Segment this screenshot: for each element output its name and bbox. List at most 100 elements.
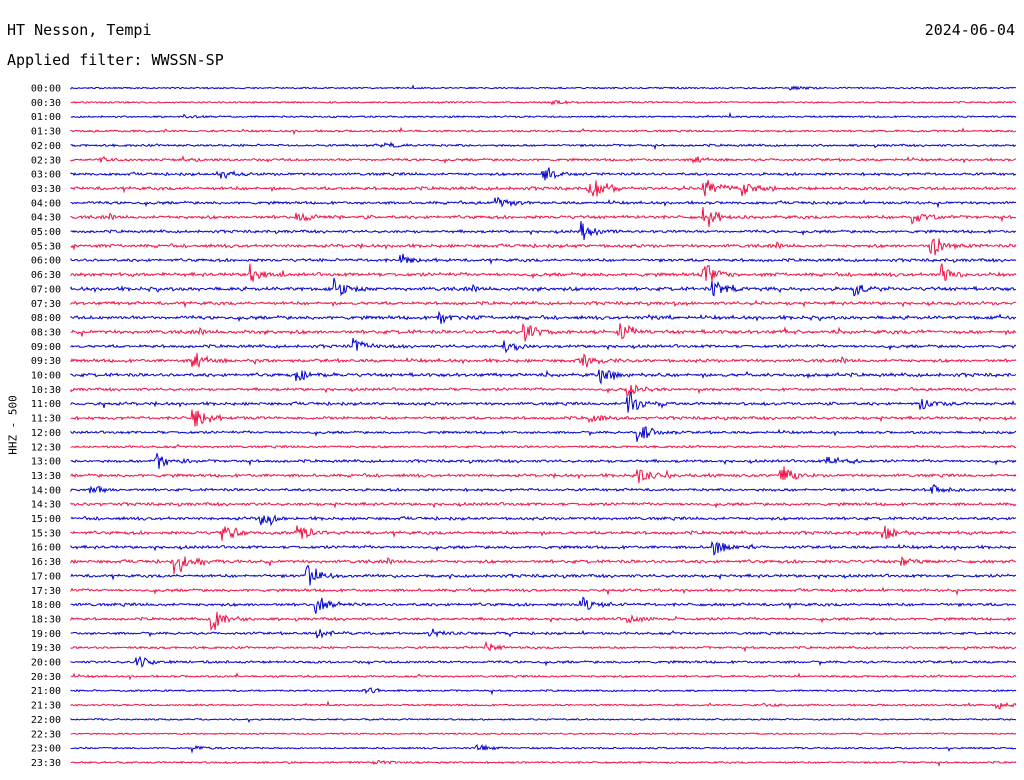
row-time-label: 12:30 [31,442,61,453]
trace-row [70,443,1016,449]
trace-row [70,238,1017,256]
row-time-label: 06:30 [31,270,61,281]
row-time-label: 07:00 [31,284,61,295]
trace-row [70,167,1017,181]
row-time-label: 20:30 [31,672,61,683]
station-title: HT Nesson, Tempi [7,21,152,39]
row-time-label: 10:00 [31,371,61,382]
trace-row [70,759,1017,768]
trace-row [70,672,1017,681]
row-time-label: 02:30 [31,155,61,166]
trace-row [70,596,1017,614]
trace-row [70,483,1017,494]
trace-row [70,207,1017,228]
trace-row [70,611,1017,632]
trace-row [70,514,1017,527]
row-time-label: 01:00 [31,112,61,123]
row-time-label: 22:00 [31,715,61,726]
row-time-label: 19:30 [31,643,61,654]
row-time-label: 15:00 [31,514,61,525]
trace-row [70,409,1017,427]
trace-row [70,466,1017,484]
trace-row [70,556,1017,574]
row-time-label: 08:30 [31,327,61,338]
row-time-label: 02:00 [31,141,61,152]
trace-row [70,196,1017,209]
row-time-label: 21:30 [31,701,61,712]
trace-row [70,299,1017,309]
trace-row [70,732,1017,736]
trace-row [70,277,1017,297]
trace-row [70,352,1017,368]
filter-label: Applied filter: WWSSN-SP [7,51,224,69]
trace-row [70,99,1017,106]
trace-row [70,628,1016,639]
row-time-label: 09:30 [31,356,61,367]
trace-row [70,717,1017,724]
trace-row [70,564,1017,586]
row-time-label: 22:30 [31,729,61,740]
trace-row [70,525,1017,541]
row-time-label: 23:00 [31,744,61,755]
row-time-label: 08:00 [31,313,61,324]
trace-row [70,263,1017,282]
row-time-label: 16:30 [31,557,61,568]
trace-row [70,743,1017,754]
row-time-label: 06:00 [31,256,61,267]
trace-row [70,540,1017,556]
row-time-label: 16:00 [31,543,61,554]
trace-row [70,687,1017,696]
trace-row [70,126,1017,136]
row-time-label: 14:00 [31,485,61,496]
row-time-label: 11:30 [31,414,61,425]
trace-row [70,453,1017,470]
row-time-label: 21:00 [31,686,61,697]
trace-row [70,700,1017,710]
trace-row [70,501,1017,509]
row-time-label: 13:30 [31,471,61,482]
trace-row [70,586,1017,597]
trace-row [70,369,1017,385]
trace-row [70,155,1017,165]
trace-row [70,322,1017,342]
trace-row [70,640,1017,653]
trace-row [70,426,1017,442]
row-time-label: 03:30 [31,184,61,195]
trace-row [70,384,1017,396]
row-time-label: 14:30 [31,500,61,511]
trace-row [70,337,1017,354]
trace-row [70,310,1017,324]
row-time-label: 17:30 [31,586,61,597]
row-time-label: 19:00 [31,629,61,640]
trace-row [70,253,1017,266]
trace-row [70,111,1017,119]
trace-row [70,84,1017,91]
row-time-label: 04:00 [31,198,61,209]
row-time-label: 01:30 [31,127,61,138]
trace-row [70,141,1017,151]
row-time-label: 04:30 [31,213,61,224]
row-time-label: 11:00 [31,399,61,410]
row-time-label: 18:30 [31,614,61,625]
trace-row [70,220,1016,241]
row-time-label: 03:00 [31,170,61,181]
row-time-label: 18:00 [31,600,61,611]
row-time-label: 07:30 [31,299,61,310]
row-time-label: 15:30 [31,528,61,539]
row-time-label: 10:30 [31,385,61,396]
trace-row [70,180,1017,197]
row-time-label: 09:00 [31,342,61,353]
row-time-label: 20:00 [31,658,61,669]
row-time-label: 13:00 [31,457,61,468]
row-time-label: 12:00 [31,428,61,439]
date-label: 2024-06-04 [924,21,1015,39]
row-time-label: 00:30 [31,98,61,109]
row-time-label: 05:00 [31,227,61,238]
row-time-label: 05:30 [31,241,61,252]
trace-row [70,655,1017,669]
trace-row [70,391,1017,413]
row-time-label: 00:00 [31,84,61,95]
row-time-label: 17:00 [31,571,61,582]
row-time-label: 23:30 [31,758,61,769]
